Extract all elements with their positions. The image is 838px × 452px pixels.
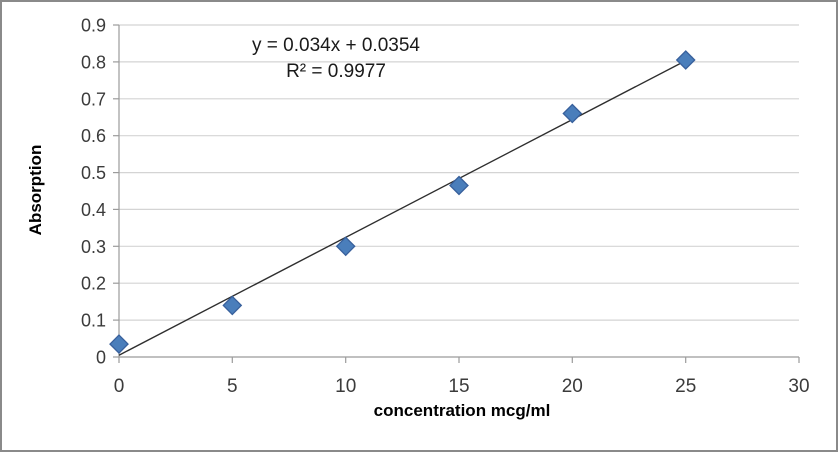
y-tick-label: 0.7	[81, 89, 106, 109]
y-tick-label: 0.5	[81, 163, 106, 183]
x-tick-label: 25	[675, 376, 696, 397]
y-tick-label: 0.6	[81, 126, 106, 146]
x-tick-label: 30	[788, 376, 809, 397]
data-point-marker	[335, 236, 356, 257]
r-squared-label: R² = 0.9977	[286, 61, 386, 82]
data-point-marker	[449, 175, 469, 196]
x-axis-title: concentration mcg/ml	[373, 401, 551, 420]
data-point-marker	[222, 295, 243, 316]
y-tick-label: 0.3	[81, 237, 106, 257]
y-tick-label: 0.9	[81, 16, 106, 36]
y-tick-label: 0.1	[81, 311, 106, 331]
y-tick-label: 0.8	[81, 52, 106, 72]
y-tick-label: 0	[96, 348, 106, 368]
x-tick-label: 15	[448, 376, 469, 397]
trendline-equation-label: y = 0.034x + 0.0354	[252, 35, 420, 56]
data-point-marker	[675, 50, 696, 70]
data-point-marker	[562, 103, 583, 124]
y-tick-label: 0.4	[81, 200, 106, 220]
x-tick-label: 5	[227, 376, 238, 397]
trendline	[118, 56, 693, 356]
x-tick-label: 10	[335, 376, 356, 397]
y-tick-label: 0.2	[81, 274, 106, 294]
trendline-annotation: y = 0.034x + 0.0354 R² = 0.9977	[252, 33, 420, 85]
x-tick-label: 20	[562, 376, 583, 397]
x-tick-label: 0	[114, 376, 125, 397]
data-point-marker	[109, 334, 129, 355]
y-axis-title: Absorption	[26, 144, 45, 236]
